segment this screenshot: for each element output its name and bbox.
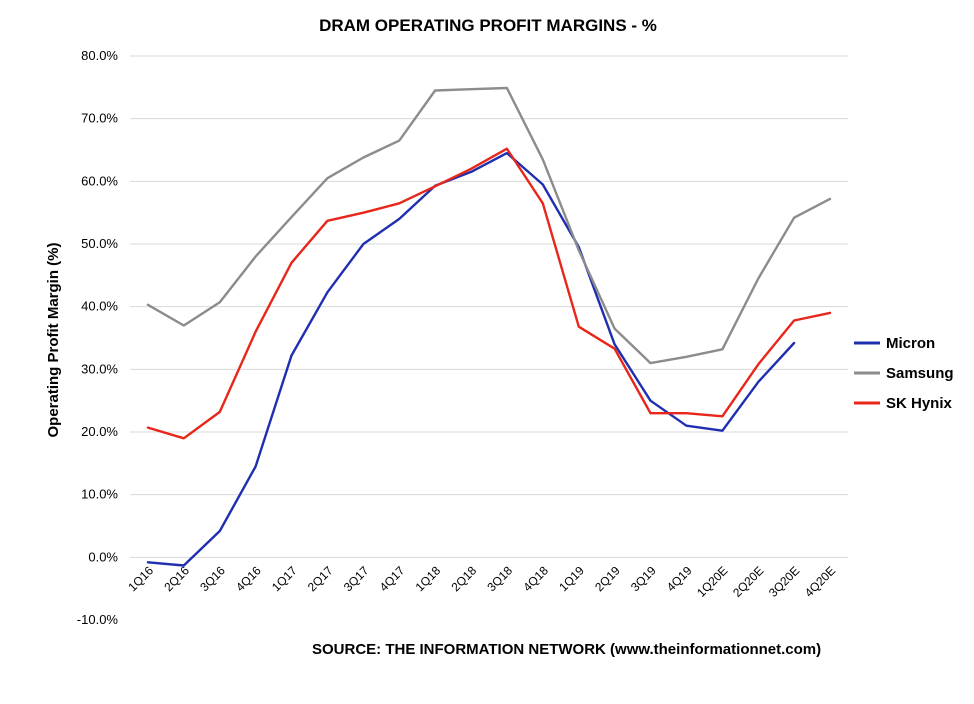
- y-tick-label: 20.0%: [81, 424, 118, 439]
- x-tick-label: 3Q16: [197, 563, 228, 594]
- x-tick-label: 4Q17: [377, 563, 408, 594]
- x-tick-label: 4Q20E: [802, 564, 838, 600]
- y-tick-label: 10.0%: [81, 487, 118, 502]
- series-line: [146, 151, 796, 567]
- x-tick-label: 2Q17: [305, 563, 336, 594]
- legend-label: Micron: [886, 335, 935, 352]
- y-axis-label: Operating Profit Margin (%): [45, 242, 62, 437]
- y-tick-label: -10.0%: [77, 612, 119, 627]
- y-tick-label: 70.0%: [81, 111, 118, 126]
- x-tick-label: 1Q17: [269, 563, 300, 594]
- legend-label: Samsung: [886, 365, 954, 382]
- x-tick-label: 1Q16: [125, 563, 156, 594]
- x-tick-label: 2Q19: [592, 563, 623, 594]
- y-tick-label: 40.0%: [81, 299, 118, 314]
- series-line: [146, 147, 832, 440]
- x-tick-label: 4Q18: [520, 563, 551, 594]
- y-tick-label: 50.0%: [81, 236, 118, 251]
- series-sk-hynix: [146, 147, 832, 440]
- x-tick-label: 4Q16: [233, 563, 264, 594]
- y-tick-label: 60.0%: [81, 173, 118, 188]
- x-tick-label: 3Q20E: [766, 564, 802, 600]
- series-lines: [146, 86, 832, 567]
- y-tick-label: 30.0%: [81, 361, 118, 376]
- x-tick-label: 1Q19: [556, 563, 587, 594]
- chart-title: DRAM OPERATING PROFIT MARGINS - %: [319, 16, 657, 35]
- series-samsung: [146, 86, 832, 365]
- x-tick-label: 1Q20E: [694, 564, 730, 600]
- legend: Micron Samsung SK Hynix: [854, 335, 954, 412]
- x-tick-label: 2Q20E: [730, 564, 766, 600]
- legend-label: SK Hynix: [886, 395, 953, 412]
- x-tick-label: 3Q18: [484, 563, 515, 594]
- x-tick-labels: 1Q16 2Q16 3Q16 4Q16 1Q17 2Q17 3Q17 4Q17 1Q18 2Q18…: [125, 563, 838, 600]
- y-tick-labels: -10.0% 0.0% 10.0% 20.0% 30.0% 40.0% 50.0% 60.0%…: [77, 48, 119, 627]
- x-tick-label: 3Q19: [628, 563, 659, 594]
- y-tick-label: 0.0%: [88, 549, 118, 564]
- source-note: SOURCE: THE INFORMATION NETWORK (www.the…: [312, 641, 821, 658]
- x-tick-label: 2Q18: [449, 563, 480, 594]
- series-line: [146, 86, 832, 365]
- series-micron: [146, 151, 796, 567]
- x-tick-label: 4Q19: [664, 563, 695, 594]
- x-tick-label: 1Q18: [413, 563, 444, 594]
- y-tick-label: 80.0%: [81, 48, 118, 63]
- x-tick-label: 3Q17: [341, 563, 372, 594]
- x-tick-label: 2Q16: [161, 563, 192, 594]
- grid-lines: [130, 55, 848, 558]
